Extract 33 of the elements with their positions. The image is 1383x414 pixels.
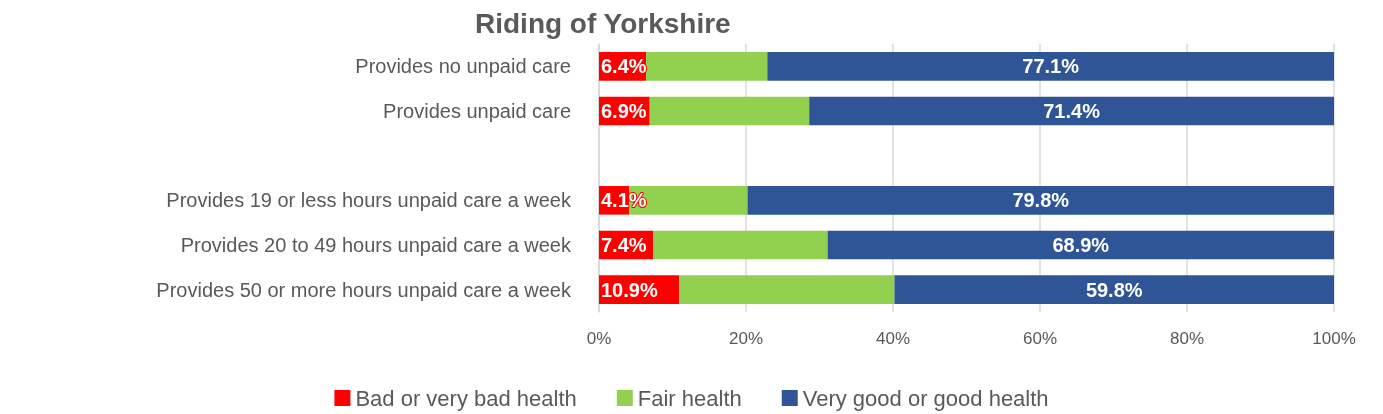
- data-label: 79.8%: [1012, 189, 1070, 212]
- x-tick-label: 20%: [728, 329, 764, 348]
- data-label: 6.9%: [601, 100, 647, 122]
- y-tick-label: Provides no unpaid care: [355, 55, 571, 78]
- data-label: 59.8%: [1085, 278, 1143, 301]
- bar: [747, 186, 1334, 215]
- y-tick-label: Provides 19 or less hours unpaid care a week: [166, 189, 572, 212]
- x-tick-label: 0%: [586, 329, 612, 348]
- data-label: 68.9%: [1052, 234, 1110, 256]
- bar: [809, 96, 1334, 126]
- data-label: 71.4%: [1043, 100, 1101, 122]
- x-tick-label: 100%: [1312, 329, 1356, 348]
- x-tick-label: 80%: [1169, 329, 1205, 348]
- x-tick-label: 60%: [1022, 329, 1058, 348]
- bar: [894, 275, 1334, 304]
- bar: [767, 52, 1334, 81]
- data-label: 10.9%: [601, 278, 658, 301]
- y-tick-label: Provides 50 or more hours unpaid care a week: [156, 278, 572, 301]
- legend-label: Very good or good health: [802, 385, 1049, 411]
- legend-label: Bad or very bad health: [355, 385, 577, 411]
- x-tick-label: 40%: [875, 329, 911, 348]
- bar: [649, 96, 810, 126]
- y-tick-label: Provides 20 to 49 hours unpaid care a week: [180, 234, 572, 256]
- bar: [827, 230, 1334, 260]
- data-label: 6.4%: [601, 55, 647, 78]
- data-label: 77.1%: [1022, 55, 1080, 78]
- data-label: 7.4%: [601, 234, 647, 256]
- chart-title: Riding of Yorkshire: [475, 7, 731, 39]
- legend-label: Fair health: [637, 385, 742, 411]
- bar: [646, 52, 768, 81]
- bar: [679, 275, 895, 304]
- y-tick-label: Provides unpaid care: [383, 100, 571, 122]
- bar: [653, 230, 828, 260]
